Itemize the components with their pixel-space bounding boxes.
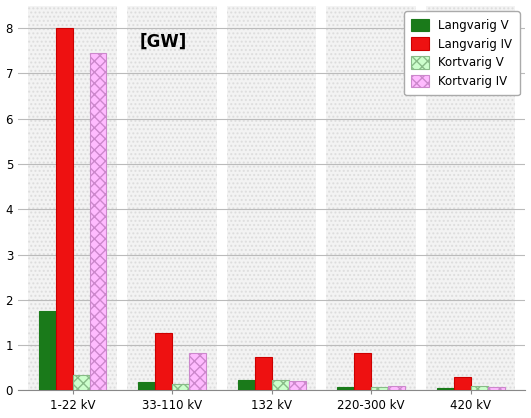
Bar [371, 387, 388, 390]
Bar [227, 5, 316, 390]
Bar [487, 387, 504, 390]
Bar [354, 353, 371, 390]
Bar [139, 382, 155, 390]
Bar [90, 53, 107, 390]
Bar [238, 380, 255, 390]
Bar [172, 384, 189, 390]
Legend: Langvarig V, Langvarig IV, Kortvarig V, Kortvarig IV: Langvarig V, Langvarig IV, Kortvarig V, … [404, 11, 519, 95]
Bar [155, 333, 172, 390]
Text: [GW]: [GW] [140, 33, 187, 51]
Bar [56, 28, 73, 390]
Bar [388, 386, 405, 390]
Bar [454, 377, 470, 390]
Bar [189, 353, 206, 390]
Bar [288, 381, 305, 390]
Bar [39, 311, 56, 390]
Bar [337, 387, 354, 390]
Bar [327, 5, 416, 390]
Bar [73, 375, 90, 390]
Bar [470, 386, 487, 390]
Bar [272, 380, 288, 390]
Bar [437, 388, 454, 390]
Bar [426, 5, 516, 390]
Bar [28, 5, 117, 390]
Bar [127, 5, 217, 390]
Bar [255, 357, 272, 390]
